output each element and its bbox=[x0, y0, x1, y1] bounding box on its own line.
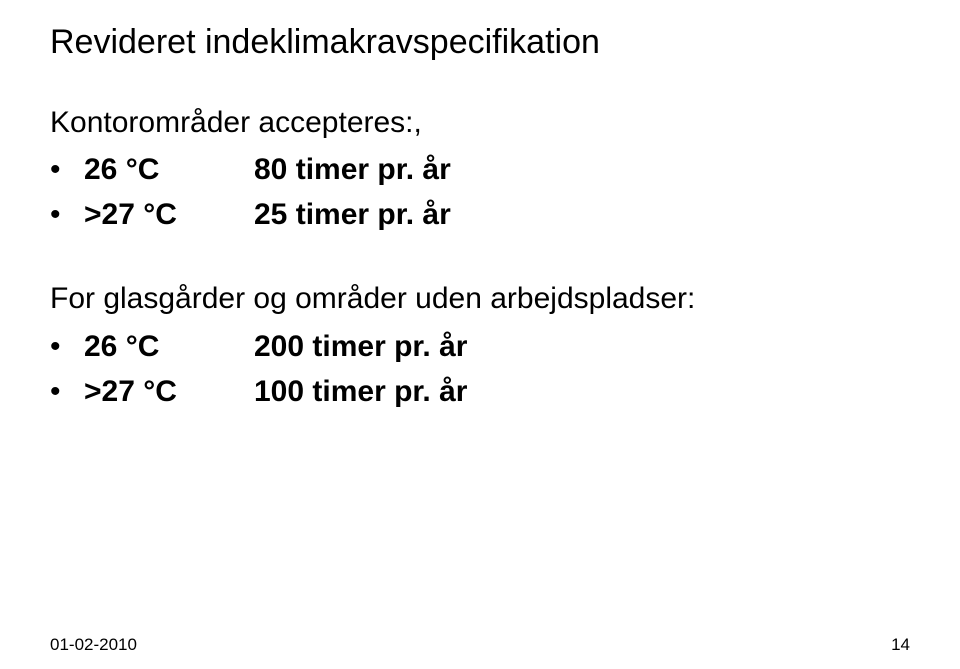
hours-value: 80 timer pr. år bbox=[254, 147, 451, 192]
footer-page: 14 bbox=[891, 635, 910, 655]
section2-list: • 26 °C 200 timer pr. år • >27 °C 100 ti… bbox=[50, 324, 910, 414]
bullet-icon: • bbox=[50, 147, 84, 192]
bullet-icon: • bbox=[50, 192, 84, 237]
temp-value: 26 °C bbox=[84, 147, 254, 192]
section1-list: • 26 °C 80 timer pr. år • >27 °C 25 time… bbox=[50, 147, 910, 237]
list-item: • 26 °C 200 timer pr. år bbox=[50, 324, 910, 369]
temp-value: >27 °C bbox=[84, 369, 254, 414]
list-item: • >27 °C 100 timer pr. år bbox=[50, 369, 910, 414]
slide: Revideret indeklimakravspecifikation Kon… bbox=[0, 0, 960, 669]
section2-label: For glasgårder og områder uden arbejdspl… bbox=[50, 279, 910, 320]
temp-value: 26 °C bbox=[84, 324, 254, 369]
bullet-icon: • bbox=[50, 324, 84, 369]
list-item: • 26 °C 80 timer pr. år bbox=[50, 147, 910, 192]
list-item: • >27 °C 25 timer pr. år bbox=[50, 192, 910, 237]
footer-date: 01-02-2010 bbox=[50, 635, 137, 655]
temp-value: >27 °C bbox=[84, 192, 254, 237]
slide-title: Revideret indeklimakravspecifikation bbox=[50, 22, 910, 63]
footer: 01-02-2010 14 bbox=[50, 635, 910, 655]
section1-label: Kontorområder accepteres:, bbox=[50, 103, 910, 144]
hours-value: 25 timer pr. år bbox=[254, 192, 451, 237]
bullet-icon: • bbox=[50, 369, 84, 414]
hours-value: 100 timer pr. år bbox=[254, 369, 467, 414]
hours-value: 200 timer pr. år bbox=[254, 324, 467, 369]
